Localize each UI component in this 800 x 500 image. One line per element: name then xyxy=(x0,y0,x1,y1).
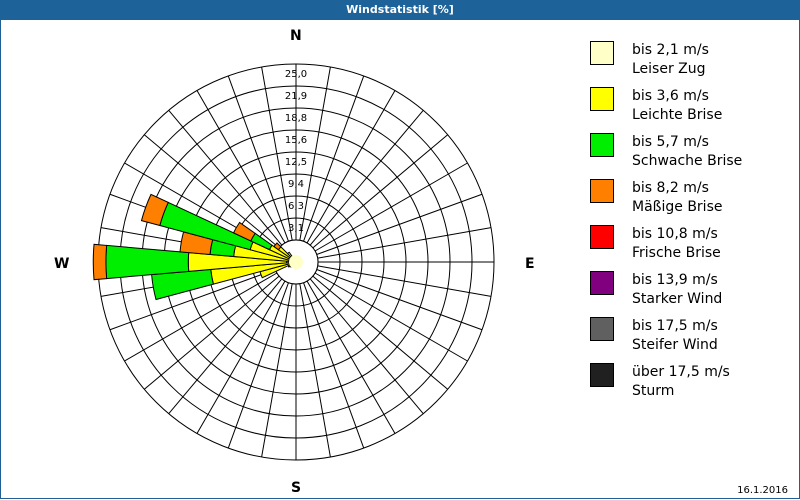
legend-item: über 17,5 m/s Sturm xyxy=(590,363,790,407)
legend-name: Schwache Brise xyxy=(632,153,743,169)
svg-text:3,1: 3,1 xyxy=(288,223,304,234)
legend-item: bis 5,7 m/s Schwache Brise xyxy=(590,133,790,177)
legend-name: Sturm xyxy=(632,383,675,399)
label-west: W xyxy=(54,256,70,272)
legend-swatch xyxy=(590,179,614,203)
legend-range: bis 10,8 m/s xyxy=(632,226,718,242)
legend-range: bis 2,1 m/s xyxy=(632,42,709,58)
legend-item: bis 17,5 m/s Steifer Wind xyxy=(590,317,790,361)
legend-swatch xyxy=(590,133,614,157)
legend-swatch xyxy=(590,87,614,111)
legend-name: Mäßige Brise xyxy=(632,199,723,215)
legend-item: bis 10,8 m/s Frische Brise xyxy=(590,225,790,269)
legend-name: Frische Brise xyxy=(632,245,721,261)
svg-text:25,0: 25,0 xyxy=(285,69,307,80)
svg-text:15,6: 15,6 xyxy=(285,135,307,146)
wind-rose-chart: 3,1 6,3 9,4 12,5 15,6 18,8 21,9 25,0 xyxy=(92,63,495,461)
legend-swatch xyxy=(590,41,614,65)
legend-range: bis 13,9 m/s xyxy=(632,272,718,288)
legend-swatch xyxy=(590,225,614,249)
legend-swatch xyxy=(590,363,614,387)
legend-name: Steifer Wind xyxy=(632,337,718,353)
legend-name: Leichte Brise xyxy=(632,107,723,123)
legend-swatch xyxy=(590,317,614,341)
label-north: N xyxy=(290,28,302,44)
svg-text:9,4: 9,4 xyxy=(288,179,304,190)
label-south: S xyxy=(291,480,302,496)
legend-item: bis 3,6 m/s Leichte Brise xyxy=(590,87,790,131)
legend-range: bis 3,6 m/s xyxy=(632,88,709,104)
date-label: 16.1.2016 xyxy=(737,485,788,496)
legend-range: über 17,5 m/s xyxy=(632,364,730,380)
legend-item: bis 8,2 m/s Mäßige Brise xyxy=(590,179,790,223)
legend-range: bis 5,7 m/s xyxy=(632,134,709,150)
legend-name: Leiser Zug xyxy=(632,61,706,77)
label-east: E xyxy=(525,256,535,272)
svg-text:21,9: 21,9 xyxy=(285,91,307,102)
svg-text:18,8: 18,8 xyxy=(285,113,307,124)
legend-range: bis 17,5 m/s xyxy=(632,318,718,334)
window-title: Windstatistik [%] xyxy=(0,0,800,20)
legend-item: bis 2,1 m/s Leiser Zug xyxy=(590,41,790,85)
svg-text:12,5: 12,5 xyxy=(285,157,307,168)
legend-range: bis 8,2 m/s xyxy=(632,180,709,196)
legend-swatch xyxy=(590,271,614,295)
legend-item: bis 13,9 m/s Starker Wind xyxy=(590,271,790,315)
svg-text:6,3: 6,3 xyxy=(288,201,304,212)
legend-name: Starker Wind xyxy=(632,291,723,307)
